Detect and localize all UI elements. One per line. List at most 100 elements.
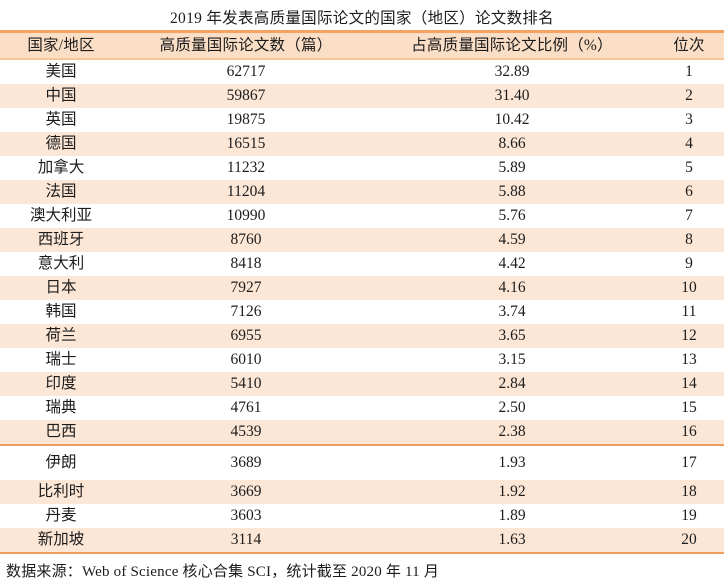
country-cell: 澳大利亚 <box>29 207 92 224</box>
table-row: 瑞士 6010 3.15 13 <box>0 348 724 372</box>
rank-cell: 6 <box>654 180 724 204</box>
papers-cell: 3669 <box>122 480 370 504</box>
country-cell: 法国 <box>0 180 122 204</box>
table-row: 印度 5410 2.84 14 <box>0 372 724 396</box>
papers-cell: 6010 <box>230 351 262 368</box>
country-cell: 加拿大 <box>37 159 85 176</box>
country-cell: 比利时 <box>0 480 122 504</box>
country-cell: 新加坡 <box>0 528 122 554</box>
rank-cell: 13 <box>681 351 697 368</box>
country-cell: 印度 <box>0 372 122 396</box>
rank-cell: 9 <box>685 255 693 272</box>
country-cell: 丹麦 <box>45 507 77 524</box>
share-cell: 1.89 <box>498 507 526 524</box>
papers-cell: 11232 <box>226 159 266 176</box>
share-cell: 1.92 <box>370 480 654 504</box>
share-cell: 2.38 <box>370 420 654 445</box>
rank-cell: 5 <box>685 159 693 176</box>
table-row: 巴西 4539 2.38 16 <box>0 420 724 445</box>
country-cell: 德国 <box>0 132 122 156</box>
country-cell: 巴西 <box>0 420 122 445</box>
country-cell: 中国 <box>0 84 122 108</box>
papers-cell: 3603 <box>230 507 262 524</box>
table-row: 澳大利亚 10990 5.76 7 <box>0 204 724 228</box>
table-body: 美国 62717 32.89 1 中国 59867 31.40 2 英国 19875 10.42 3 德… <box>0 59 724 554</box>
papers-cell: 5410 <box>122 372 370 396</box>
rank-cell: 18 <box>654 480 724 504</box>
rank-cell: 7 <box>685 207 693 224</box>
table-row: 美国 62717 32.89 1 <box>0 59 724 84</box>
rank-cell: 15 <box>681 399 697 416</box>
table-row: 瑞典 4761 2.50 15 <box>0 396 724 420</box>
country-cell: 韩国 <box>45 303 77 320</box>
table-row: 加拿大 11232 5.89 5 <box>0 156 724 180</box>
country-cell: 美国 <box>45 63 77 80</box>
papers-cell: 3114 <box>122 528 370 554</box>
rank-cell: 4 <box>654 132 724 156</box>
table-row: 丹麦 3603 1.89 19 <box>0 504 724 528</box>
country-cell: 日本 <box>0 276 122 300</box>
header-share: 占高质量国际论文比例（%） <box>370 30 654 60</box>
share-cell: 1.63 <box>370 528 654 554</box>
share-cell: 32.89 <box>494 63 530 80</box>
rank-cell: 14 <box>654 372 724 396</box>
share-cell: 3.74 <box>498 303 526 320</box>
papers-cell: 19875 <box>226 111 266 128</box>
rank-cell: 12 <box>654 324 724 348</box>
header-country: 国家/地区 <box>0 30 122 60</box>
country-cell: 意大利 <box>37 255 85 272</box>
share-cell: 4.42 <box>498 255 526 272</box>
share-cell: 3.65 <box>370 324 654 348</box>
rank-cell: 20 <box>654 528 724 554</box>
table-row: 新加坡 3114 1.63 20 <box>0 528 724 554</box>
share-cell: 1.93 <box>370 444 654 480</box>
share-cell: 5.76 <box>498 207 526 224</box>
data-source-note: 数据来源：Web of Science 核心合集 SCI，统计截至 2020 年… <box>6 564 440 580</box>
header-rank: 位次 <box>654 30 724 60</box>
papers-cell: 4761 <box>230 399 262 416</box>
table-row: 意大利 8418 4.42 9 <box>0 252 724 276</box>
table-row: 比利时 3669 1.92 18 <box>0 480 724 504</box>
table-row: 韩国 7126 3.74 11 <box>0 300 724 324</box>
country-cell: 英国 <box>45 111 77 128</box>
papers-cell: 62717 <box>226 63 266 80</box>
papers-cell: 4539 <box>122 420 370 445</box>
share-cell: 3.15 <box>498 351 526 368</box>
rank-cell: 16 <box>654 420 724 445</box>
table-row: 法国 11204 5.88 6 <box>0 180 724 204</box>
rank-cell: 2 <box>654 84 724 108</box>
share-cell: 10.42 <box>494 111 530 128</box>
table-row: 荷兰 6955 3.65 12 <box>0 324 724 348</box>
papers-cell: 6955 <box>122 324 370 348</box>
share-cell: 31.40 <box>370 84 654 108</box>
share-cell: 2.84 <box>370 372 654 396</box>
papers-cell: 3689 <box>122 444 370 480</box>
country-cell: 荷兰 <box>0 324 122 348</box>
papers-cell: 7126 <box>230 303 262 320</box>
papers-cell: 7927 <box>122 276 370 300</box>
header-papers: 高质量国际论文数（篇） <box>122 30 370 60</box>
share-cell: 4.16 <box>370 276 654 300</box>
table-header: 国家/地区 高质量国际论文数（篇） 占高质量国际论文比例（%） 位次 <box>0 30 724 60</box>
papers-cell: 10990 <box>226 207 266 224</box>
rank-cell: 17 <box>654 444 724 480</box>
page-title: 2019 年发表高质量国际论文的国家（地区）论文数排名 <box>170 10 554 27</box>
share-cell: 4.59 <box>370 228 654 252</box>
ranking-table: 国家/地区 高质量国际论文数（篇） 占高质量国际论文比例（%） 位次 美国 627… <box>0 30 724 554</box>
table-row: 德国 16515 8.66 4 <box>0 132 724 156</box>
papers-cell: 16515 <box>122 132 370 156</box>
papers-cell: 8418 <box>230 255 262 272</box>
country-cell: 伊朗 <box>0 444 122 480</box>
share-cell: 8.66 <box>370 132 654 156</box>
rank-cell: 10 <box>654 276 724 300</box>
papers-cell: 11204 <box>122 180 370 204</box>
papers-cell: 8760 <box>122 228 370 252</box>
table-row: 伊朗 3689 1.93 17 <box>0 444 724 480</box>
rank-cell: 1 <box>685 63 693 80</box>
rank-cell: 19 <box>681 507 697 524</box>
rank-cell: 11 <box>681 303 697 320</box>
country-cell: 瑞典 <box>45 399 77 416</box>
table-row: 日本 7927 4.16 10 <box>0 276 724 300</box>
header-row: 国家/地区 高质量国际论文数（篇） 占高质量国际论文比例（%） 位次 <box>0 30 724 60</box>
table-row: 英国 19875 10.42 3 <box>0 108 724 132</box>
